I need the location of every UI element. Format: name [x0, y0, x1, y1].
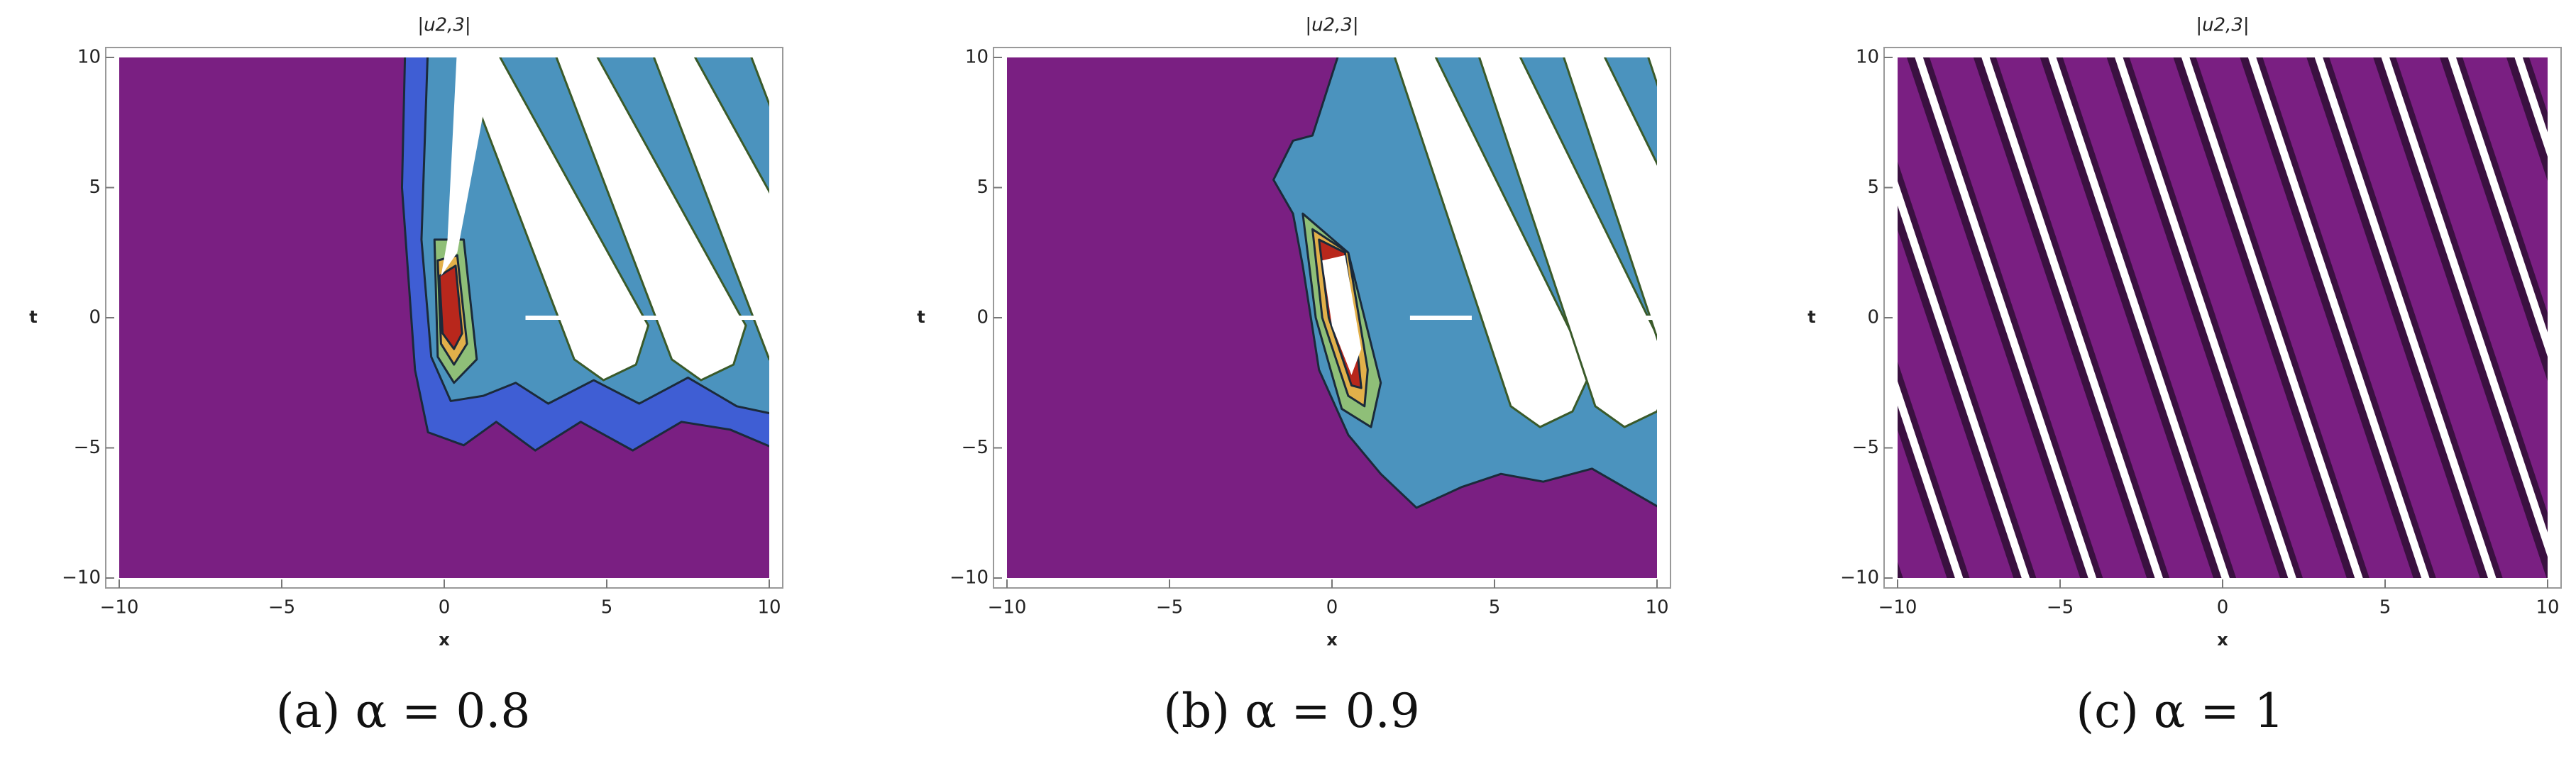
contour-peak	[1647, 57, 1657, 87]
plot-area	[119, 57, 769, 578]
panel: −10 −5 0 5 10 −10 −5 0 5 10 |u2,3| x t (b) α = 0.9	[917, 15, 1671, 738]
x-tick-label: −10	[100, 597, 139, 618]
contour-peak	[441, 57, 494, 277]
x-tick-label: −5	[1156, 597, 1183, 618]
y-tick-label: 10	[77, 47, 101, 68]
x-tick-label: 5	[2379, 597, 2391, 618]
contour-peak	[1393, 57, 1592, 428]
y-tick-label: 5	[976, 177, 989, 198]
stripe	[2314, 57, 2497, 578]
stripe	[2514, 57, 2548, 157]
x-axis-label: x	[2217, 630, 2228, 650]
x-tick-label: 5	[601, 597, 613, 618]
x-tick-label: −10	[1878, 597, 1917, 618]
plot-area	[1898, 45, 2576, 591]
y-axis-label: t	[917, 307, 925, 327]
stripe-edge	[2440, 57, 2548, 382]
y-tick-label: 5	[1867, 177, 1879, 198]
y-tick-label: −5	[74, 437, 101, 458]
stripe	[2048, 57, 2230, 578]
y-tick-label: −5	[962, 437, 989, 458]
y-tick-label: −5	[1852, 437, 1879, 458]
stripe	[1898, 381, 1964, 578]
caption: (b) α = 0.9	[1163, 684, 1420, 738]
x-tick-label: 5	[1489, 597, 1501, 618]
y-tick-label: −10	[1840, 567, 1879, 589]
contour-peak	[652, 57, 769, 361]
plot-area	[1007, 57, 1657, 578]
stripe	[1981, 57, 2164, 578]
contour-peak	[555, 57, 747, 382]
x-axis-label: x	[439, 630, 450, 650]
stripe	[2181, 57, 2363, 578]
x-tick-label: 10	[2536, 597, 2559, 618]
y-tick-label: 10	[965, 47, 989, 68]
stripe	[1915, 57, 2097, 578]
x-tick-label: 10	[1645, 597, 1668, 618]
caption: (a) α = 0.8	[276, 684, 531, 738]
x-tick-label: 0	[439, 597, 451, 618]
contour-peak	[1478, 57, 1657, 428]
x-axis-label: x	[1326, 630, 1338, 650]
x-tick-label: 0	[1326, 597, 1338, 618]
y-tick-label: 0	[1867, 307, 1879, 328]
y-axis-label: t	[1807, 307, 1815, 327]
x-tick-label: −5	[268, 597, 295, 618]
stripe	[1898, 181, 2030, 578]
stripe-edge	[2506, 57, 2548, 182]
x-tick-label: −10	[988, 597, 1027, 618]
contour-peak	[750, 57, 769, 107]
stripe	[2115, 57, 2296, 578]
y-tick-label: 5	[89, 177, 101, 198]
contour-peak	[458, 57, 650, 382]
chart-title: |u2,3|	[2196, 15, 2249, 36]
panel: −10 −5 0 5 10 −10 −5 0 5 10 |u2,3| x t (a) α = 0.8	[29, 15, 783, 738]
y-tick-label: 0	[89, 307, 101, 328]
x-tick-label: 0	[2217, 597, 2229, 618]
x-tick-label: −5	[2047, 597, 2074, 618]
stripe-edge	[2569, 45, 2576, 591]
contour-peak	[1563, 57, 1657, 342]
stripe-edge	[1898, 562, 1903, 578]
chart-title: |u2,3|	[417, 15, 470, 36]
stripe-edge	[2373, 57, 2548, 578]
stripe	[2448, 57, 2548, 357]
y-tick-label: 10	[1856, 47, 1879, 68]
contour-peak	[1322, 255, 1362, 375]
stripe	[2381, 57, 2548, 557]
contour-band	[438, 265, 463, 350]
stripe-edge	[1898, 361, 1970, 578]
panel: −10 −5 0 5 10 −10 −5 0 5 10 |u2,3| x t (c) α = 1	[1807, 15, 2576, 738]
chart-title: |u2,3|	[1305, 15, 1358, 36]
y-tick-label: 0	[976, 307, 989, 328]
caption: (c) α = 1	[2076, 684, 2284, 738]
x-tick-label: 10	[757, 597, 781, 618]
stripe-edge	[1898, 161, 2037, 578]
y-tick-label: −10	[62, 567, 101, 589]
stripe	[2247, 57, 2430, 578]
y-axis-label: t	[29, 307, 37, 327]
y-tick-label: −10	[950, 567, 989, 589]
